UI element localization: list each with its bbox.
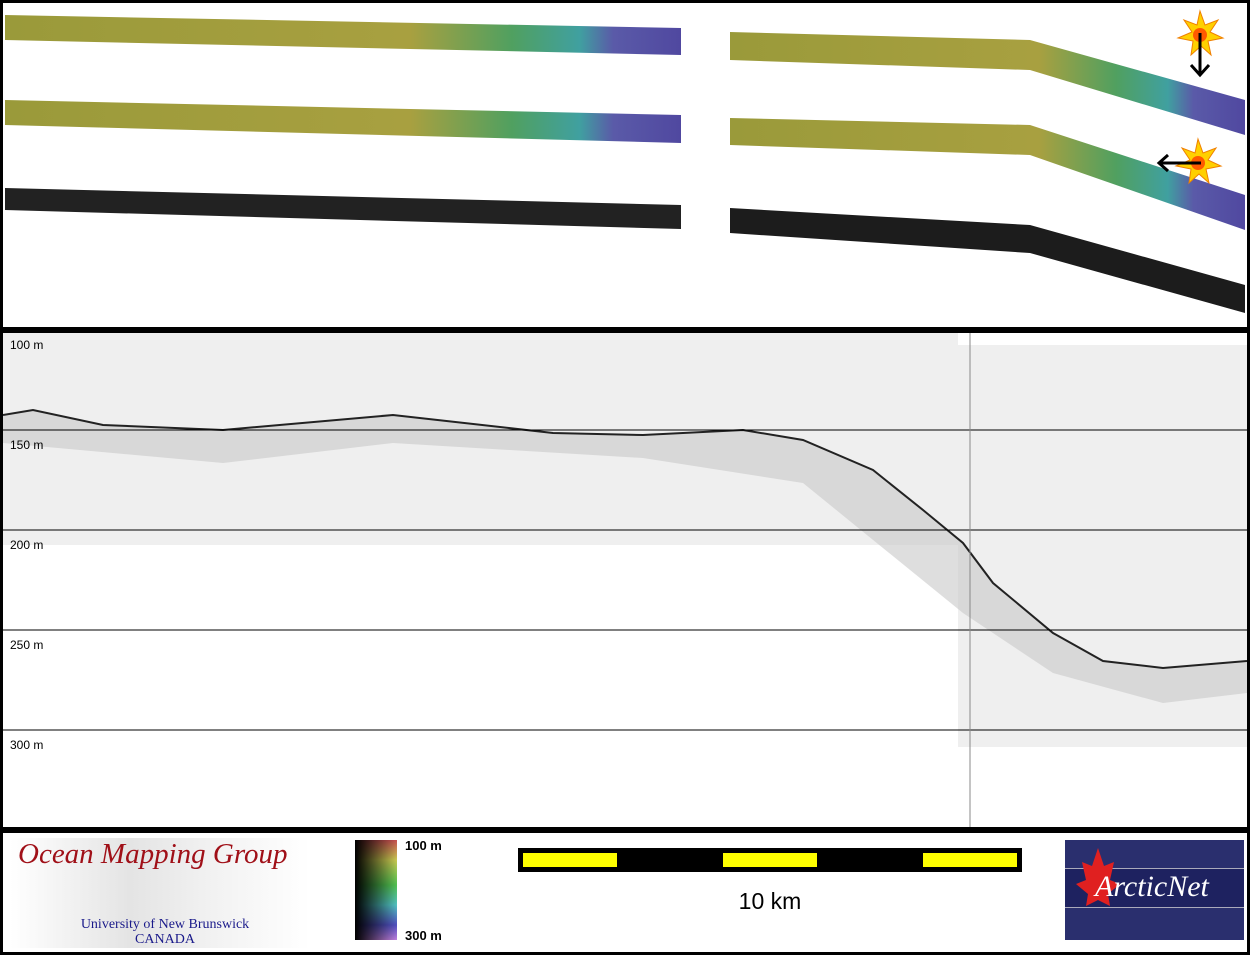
scale-bar-label: 10 km xyxy=(738,888,802,914)
depth-label: 200 m xyxy=(10,538,44,552)
logo-title: Ocean Mapping Group xyxy=(18,838,288,870)
swath-panel xyxy=(3,3,1247,327)
logo-country: CANADA xyxy=(135,932,195,947)
echogram-panel: 100 m 150 m 200 m 250 m 300 m xyxy=(3,333,1247,827)
swath-row-3 xyxy=(5,188,1245,313)
swath-row-1 xyxy=(5,15,1245,135)
seabed-line xyxy=(3,408,1247,670)
depth-label: 250 m xyxy=(10,638,44,652)
depth-colorbar xyxy=(355,840,397,940)
swath-row-2 xyxy=(5,100,1245,230)
colorbar-bottom-label: 300 m xyxy=(405,928,442,943)
arcticnet-logo: ArcticNet xyxy=(1065,840,1244,940)
arrow-down-icon xyxy=(1189,33,1211,78)
arrow-left-icon xyxy=(1156,153,1201,173)
echogram xyxy=(3,333,1247,827)
scale-bar xyxy=(518,848,1022,872)
logo-subtitle: University of New Brunswick xyxy=(80,917,250,932)
swath-map xyxy=(5,9,1245,313)
maple-leaf-icon xyxy=(1076,848,1120,906)
ocean-mapping-group-logo: Ocean Mapping Group University of New Br… xyxy=(10,838,310,948)
depth-label: 150 m xyxy=(10,438,44,452)
colorbar-top-label: 100 m xyxy=(405,838,442,853)
logo-title: ArcticNet xyxy=(1095,870,1209,903)
depth-label: 100 m xyxy=(10,338,44,352)
depth-label: 300 m xyxy=(10,738,44,752)
